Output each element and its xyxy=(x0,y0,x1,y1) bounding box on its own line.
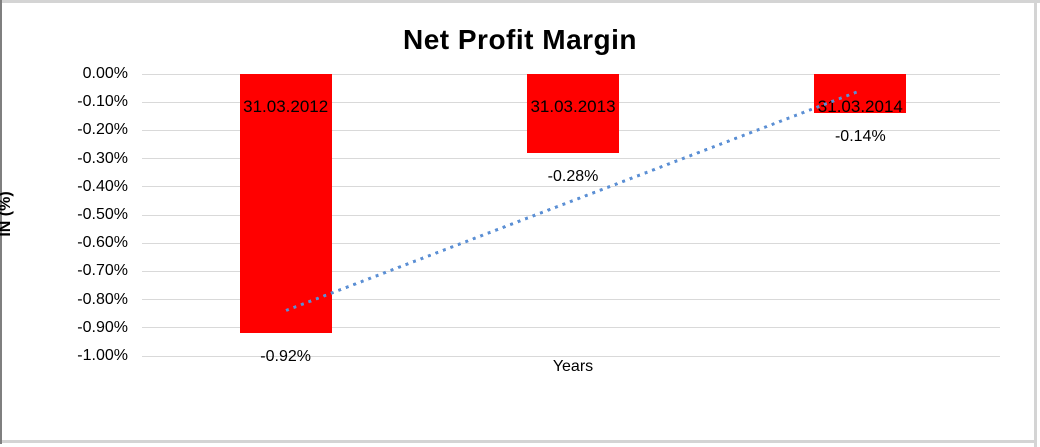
bar-31.03.2014 xyxy=(814,74,907,113)
category-label: 31.03.2012 xyxy=(243,97,329,116)
category-label: 31.03.2014 xyxy=(817,97,903,116)
plot-area: 31.03.2012 -0.92% 31.03.2013 -0.28% 31.03.20… xyxy=(142,73,1004,365)
x-axis-title: Years xyxy=(552,358,594,375)
chart-border-left xyxy=(0,0,2,444)
bar-31.03.2013 xyxy=(527,74,619,153)
chart-border-bottom xyxy=(0,440,1037,443)
y-axis-tick-label: -0.10% xyxy=(77,93,128,111)
y-axis-tick-label: -0.90% xyxy=(77,318,128,336)
y-axis-tick-label: -0.30% xyxy=(77,149,128,167)
gridline xyxy=(142,186,1000,188)
y-axis-tick-label: -0.60% xyxy=(77,234,128,252)
y-axis-tick-label: -0.40% xyxy=(77,177,128,195)
y-axis-tick-label: 0.00% xyxy=(82,65,128,82)
value-data-label: -0.92% xyxy=(260,348,311,365)
chart-border-top xyxy=(0,0,1040,3)
y-axis-tick-label: -0.80% xyxy=(77,290,128,308)
y-axis-tick-label: -1.00% xyxy=(77,347,128,364)
y-axis-tick-label: -0.70% xyxy=(77,262,128,280)
gridline xyxy=(142,214,1000,216)
gridline xyxy=(142,158,1000,160)
chart-border-right xyxy=(1034,0,1037,447)
value-data-label: -0.14% xyxy=(834,128,886,145)
gridline xyxy=(142,355,1000,357)
bar-31.03.2012 xyxy=(239,74,332,333)
chart-title: Net Profit Margin xyxy=(402,24,638,55)
gridline xyxy=(142,242,1000,244)
y-axis-tick-label: -0.50% xyxy=(77,206,128,223)
value-data-label: -0.28% xyxy=(547,168,599,185)
gridline xyxy=(142,270,1000,272)
y-axis-tick-label: -0.20% xyxy=(77,121,128,139)
gridline xyxy=(142,327,1000,329)
category-label: 31.03.2013 xyxy=(530,97,616,116)
gridline xyxy=(142,299,1000,301)
